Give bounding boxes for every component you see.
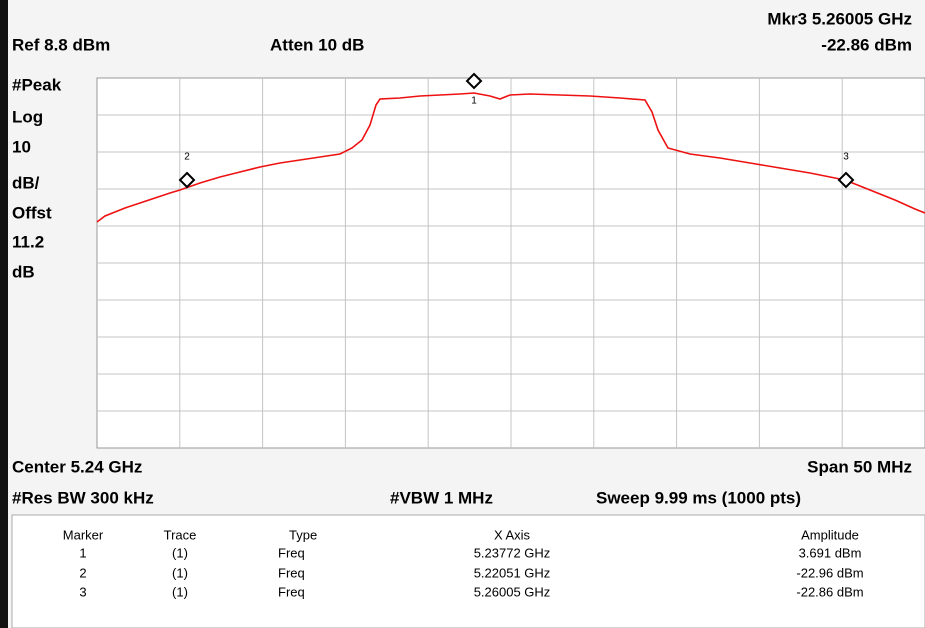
marker-number: 1: [471, 96, 477, 107]
marker-diamond: [837, 171, 855, 189]
side-label: Offst: [12, 203, 52, 222]
sweep: Sweep 9.99 ms (1000 pts): [596, 488, 801, 507]
table-header: Type: [289, 527, 317, 542]
table-cell: 3: [79, 584, 86, 599]
marker-diamond: [465, 72, 483, 90]
side-label: Log: [12, 107, 43, 126]
table-header: Amplitude: [801, 527, 859, 542]
ref-level: Ref 8.8 dBm: [12, 35, 110, 54]
table-header: X Axis: [494, 527, 531, 542]
grid: [97, 78, 925, 448]
marker-readout: Mkr3 5.26005 GHz: [767, 9, 912, 28]
table-cell: Freq: [278, 584, 305, 599]
table-cell: 5.23772 GHz: [474, 545, 551, 560]
table-cell: 5.22051 GHz: [474, 565, 551, 580]
marker-number: 3: [843, 152, 849, 163]
marker-table: [11, 514, 925, 628]
center-freq: Center 5.24 GHz: [12, 457, 142, 476]
vbw: #VBW 1 MHz: [390, 488, 493, 507]
table-cell: -22.96 dBm: [796, 565, 863, 580]
table-cell: (1): [172, 565, 188, 580]
side-label: 11.2: [12, 232, 44, 251]
res-bw: #Res BW 300 kHz: [12, 488, 154, 507]
left-border: [0, 0, 8, 628]
table-cell: (1): [172, 545, 188, 560]
table-cell: 2: [79, 565, 86, 580]
table-cell: 5.26005 GHz: [474, 584, 551, 599]
marker-diamond: [178, 171, 196, 189]
side-label: #Peak: [12, 75, 62, 94]
marker-amplitude: -22.86 dBm: [821, 35, 912, 54]
table-header: Trace: [164, 527, 197, 542]
table-cell: Freq: [278, 565, 305, 580]
table-cell: (1): [172, 584, 188, 599]
table-cell: -22.86 dBm: [796, 584, 863, 599]
marker-number: 2: [184, 152, 190, 163]
table-cell: Freq: [278, 545, 305, 560]
trace: [96, 92, 925, 223]
side-label: 10: [12, 137, 31, 156]
side-label: dB/: [12, 173, 40, 192]
span: Span 50 MHz: [807, 457, 912, 476]
table-cell: 3.691 dBm: [799, 545, 862, 560]
side-label: dB: [12, 262, 35, 281]
table-cell: 1: [79, 545, 86, 560]
attenuation: Atten 10 dB: [270, 35, 364, 54]
table-header: Marker: [63, 527, 104, 542]
